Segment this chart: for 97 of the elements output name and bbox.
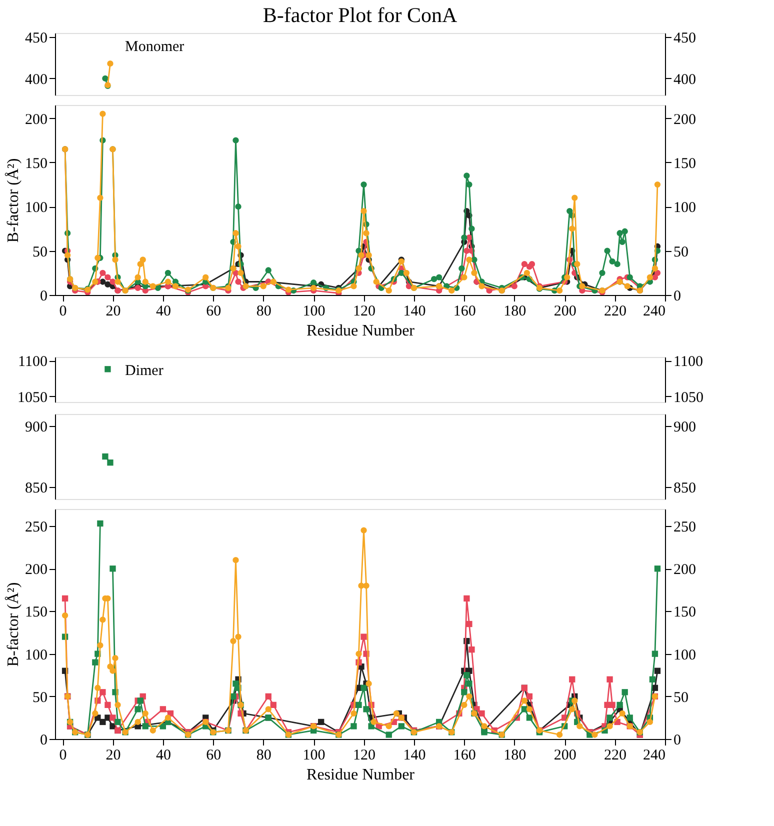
point — [654, 270, 661, 276]
y-tick-label: 250 — [25, 520, 48, 536]
point — [102, 75, 108, 82]
annotation: Dimer — [125, 363, 164, 379]
y-tick-label: 850 — [25, 480, 48, 496]
y-axis-title: B-factor (Å²) — [4, 158, 22, 243]
x-tick-label: 220 — [604, 304, 627, 320]
x-tick-label: 160 — [453, 748, 476, 764]
point — [100, 689, 106, 696]
y-tick-label: 1100 — [18, 354, 48, 370]
x-axis-title: Residue Number — [306, 766, 416, 784]
x-tick-label: 0 — [59, 748, 67, 764]
point — [464, 595, 470, 602]
x-tick-label: 240 — [643, 304, 666, 320]
point — [526, 693, 533, 700]
point — [100, 718, 106, 726]
x-tick-label: 60 — [206, 304, 222, 320]
point — [62, 595, 68, 602]
x-tick-label: 100 — [302, 304, 326, 320]
point — [468, 646, 475, 653]
y-tick-label: 50 — [32, 690, 48, 706]
point — [606, 676, 613, 682]
y-tick-label: 0 — [40, 288, 48, 304]
point — [528, 260, 536, 268]
y-tick-label: 0 — [40, 732, 48, 748]
x-tick-label: 140 — [403, 304, 426, 320]
x-tick-label: 120 — [353, 304, 376, 320]
x-tick-label: 20 — [106, 304, 121, 320]
x-tick-label: 180 — [504, 304, 526, 320]
point — [100, 270, 106, 276]
x-tick-label: 40 — [156, 304, 171, 320]
point — [609, 702, 616, 708]
y2-tick-label: 200 — [674, 562, 696, 578]
x-tick-label: 160 — [453, 304, 476, 320]
y-tick-label: 200 — [25, 112, 48, 128]
point — [466, 620, 472, 628]
point — [104, 281, 111, 288]
y2-tick-label: 850 — [674, 480, 696, 496]
x-tick-label: 80 — [256, 748, 272, 764]
x-tick-label: 200 — [554, 304, 576, 320]
y-tick-label: 150 — [25, 156, 48, 172]
x-tick-label: 200 — [554, 748, 576, 764]
y2-tick-label: 250 — [674, 520, 696, 536]
x-tick-label: 220 — [604, 748, 627, 764]
y2-tick-label: 400 — [674, 72, 696, 88]
y-tick-label: 100 — [25, 200, 48, 216]
x-tick-label: 0 — [59, 304, 67, 320]
x-tick-label: 60 — [206, 748, 222, 764]
x-tick-label: 100 — [302, 748, 326, 764]
point — [107, 60, 114, 67]
y2-tick-label: 450 — [674, 30, 696, 47]
y-tick-label: 100 — [25, 647, 48, 664]
y-tick-label: 450 — [25, 30, 48, 47]
y-tick-label: 400 — [25, 72, 48, 88]
point — [360, 634, 367, 640]
x-tick-label: 240 — [643, 748, 666, 764]
point — [478, 710, 485, 717]
y-tick-label: 1050 — [18, 390, 48, 406]
x-tick-label: 80 — [256, 304, 272, 320]
y2-tick-label: 900 — [674, 420, 696, 436]
y2-tick-label: 0 — [674, 288, 681, 304]
y2-tick-label: 1050 — [674, 390, 704, 406]
y2-tick-label: 150 — [674, 604, 696, 621]
y-axis-title: B-factor (Å²) — [4, 582, 22, 667]
y-tick-label: 900 — [25, 420, 48, 436]
y-tick-label: 50 — [32, 244, 48, 260]
x-tick-label: 180 — [504, 748, 526, 764]
y2-tick-label: 100 — [674, 200, 696, 216]
x-tick-label: 140 — [403, 748, 426, 764]
y2-tick-label: 150 — [674, 156, 696, 172]
y2-tick-label: 1100 — [674, 354, 703, 370]
y2-tick-label: 50 — [674, 244, 688, 260]
y2-tick-label: 0 — [674, 732, 681, 748]
point — [160, 706, 166, 712]
point — [318, 718, 324, 726]
annotation: Monomer — [125, 39, 184, 55]
point — [104, 702, 111, 708]
chart-title: B-factor Plot for ConA — [262, 3, 458, 28]
point — [521, 260, 528, 268]
point — [569, 676, 576, 682]
x-tick-label: 40 — [156, 748, 171, 764]
y2-tick-label: 200 — [674, 112, 696, 128]
point — [654, 668, 661, 674]
x-tick-label: 20 — [106, 748, 121, 764]
point — [110, 278, 116, 285]
x-tick-label: 120 — [353, 748, 376, 764]
point — [270, 702, 276, 708]
y-tick-label: 150 — [25, 604, 48, 621]
y-tick-label: 200 — [25, 562, 48, 578]
y2-tick-label: 100 — [674, 647, 696, 664]
point — [265, 693, 272, 700]
y2-tick-label: 50 — [674, 690, 688, 706]
x-axis-title: Residue Number — [306, 322, 416, 340]
point — [511, 283, 518, 290]
point — [104, 274, 111, 280]
point — [110, 714, 116, 721]
point — [235, 278, 242, 285]
